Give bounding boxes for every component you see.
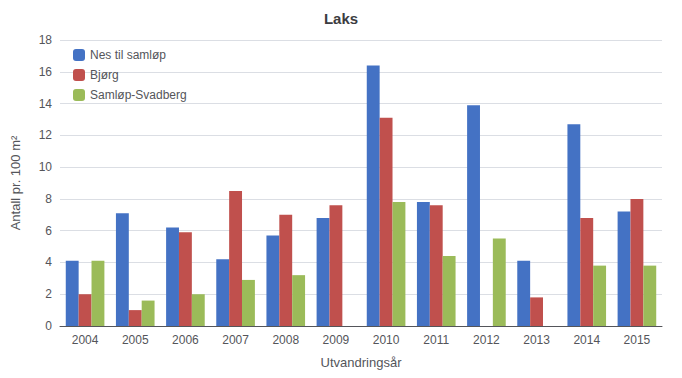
svg-text:2007: 2007 <box>222 333 249 347</box>
svg-text:2014: 2014 <box>573 333 600 347</box>
svg-text:Samløp-Svadberg: Samløp-Svadberg <box>90 88 187 102</box>
svg-text:Bjørg: Bjørg <box>90 68 119 82</box>
svg-text:0: 0 <box>45 319 52 333</box>
svg-text:4: 4 <box>45 255 52 269</box>
svg-text:2011: 2011 <box>423 333 449 347</box>
svg-text:8: 8 <box>45 192 52 206</box>
svg-text:2006: 2006 <box>172 333 199 347</box>
svg-text:2: 2 <box>45 287 52 301</box>
svg-text:14: 14 <box>39 97 53 111</box>
svg-text:2010: 2010 <box>373 333 400 347</box>
svg-text:6: 6 <box>45 224 52 238</box>
svg-text:Nes til samløp: Nes til samløp <box>90 48 166 62</box>
svg-text:2009: 2009 <box>323 333 350 347</box>
svg-text:16: 16 <box>39 65 53 79</box>
svg-text:18: 18 <box>39 33 53 47</box>
svg-text:10: 10 <box>39 160 53 174</box>
svg-text:Utvandringsår: Utvandringsår <box>321 355 403 370</box>
svg-text:2013: 2013 <box>523 333 550 347</box>
svg-text:2015: 2015 <box>624 333 651 347</box>
svg-text:2005: 2005 <box>122 333 149 347</box>
svg-text:Laks: Laks <box>324 10 358 27</box>
svg-text:2004: 2004 <box>72 333 99 347</box>
svg-text:12: 12 <box>39 128 53 142</box>
svg-text:2012: 2012 <box>473 333 500 347</box>
svg-text:Antall pr. 100 m²: Antall pr. 100 m² <box>8 135 23 230</box>
svg-text:2008: 2008 <box>272 333 299 347</box>
